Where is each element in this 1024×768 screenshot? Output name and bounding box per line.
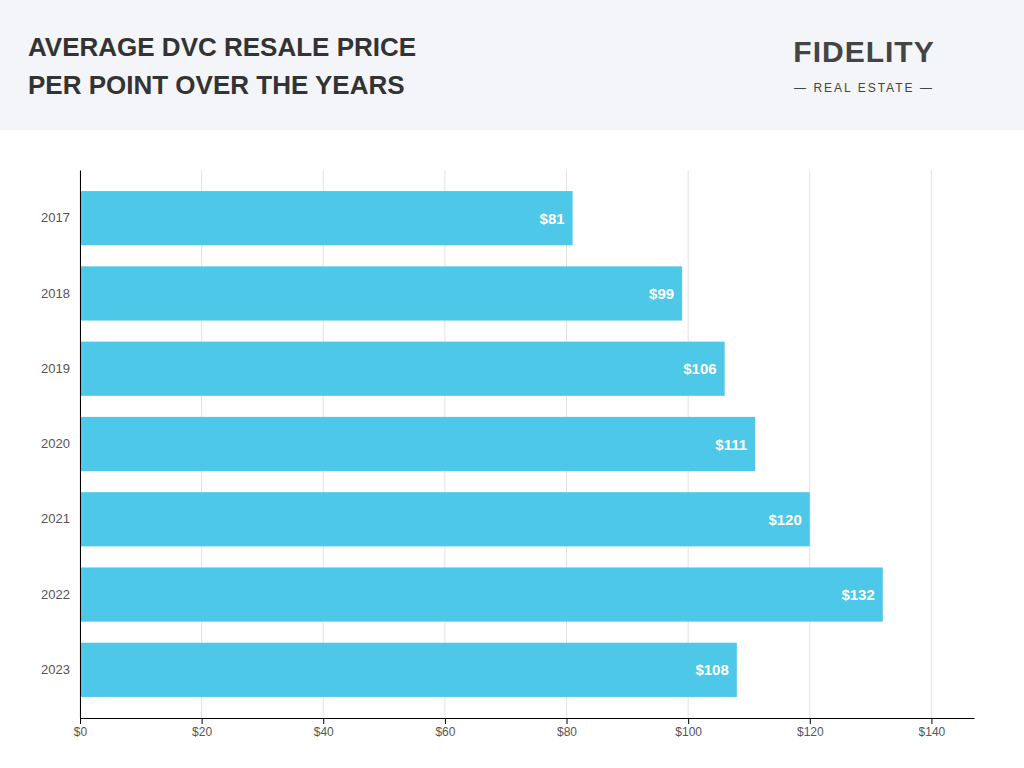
tick-mark: [567, 718, 568, 724]
tick-mark: [202, 718, 203, 724]
category-axis-line: [80, 171, 81, 719]
plot: $81 $99 $106 $111 $120 $132 $108 $0 $20 $40 $60 $80…: [41, 170, 974, 739]
data-label: $81: [540, 210, 565, 227]
bar: [80, 417, 755, 471]
grid-line: [809, 170, 810, 718]
tick-label: $40: [314, 725, 334, 739]
tick-label: $80: [557, 725, 577, 739]
tick: $140: [919, 718, 946, 739]
tick-label: 2022: [41, 587, 70, 602]
tick-label: 2018: [41, 286, 70, 301]
annotation: — REAL ESTATE —: [794, 81, 934, 95]
tick-label: $0: [74, 725, 88, 739]
data-label: $120: [768, 511, 801, 528]
tick-label: $100: [675, 725, 702, 739]
tick: 2019: [41, 361, 70, 376]
tick-label: 2023: [41, 662, 70, 677]
tick: 2020: [41, 436, 70, 451]
data-label: $106: [683, 360, 716, 377]
title: AVERAGE DVC RESALE PRICE: [28, 32, 416, 62]
tick-label: $140: [919, 725, 946, 739]
chart: AVERAGE DVC RESALE PRICE PER POINT OVER T…: [0, 0, 1024, 768]
tick: 2023: [41, 662, 70, 677]
bar: [80, 191, 573, 245]
tick: $40: [314, 718, 334, 739]
tick: 2021: [41, 511, 70, 526]
bar: [80, 643, 737, 697]
header-background: [0, 0, 1024, 130]
tick: $80: [557, 718, 577, 739]
tick: 2018: [41, 286, 70, 301]
tick-label: 2021: [41, 511, 70, 526]
category-axis: 2017 2018 2019 2020 2021 2022 2023: [41, 171, 80, 719]
grid-line: [80, 170, 81, 718]
tick: $0: [74, 718, 88, 739]
data-label: $99: [649, 285, 674, 302]
value-axis-line: [81, 718, 975, 719]
tick-label: $60: [435, 725, 455, 739]
tick: $120: [797, 718, 824, 739]
tick-mark: [323, 718, 324, 724]
tick-label: 2017: [41, 210, 70, 225]
subtitle: PER POINT OVER THE YEARS: [28, 70, 405, 100]
annotation: FIDELITY: [793, 35, 934, 68]
value-axis: $0 $20 $40 $60 $80 $100 $120 $140: [74, 718, 975, 739]
bar: [80, 266, 682, 320]
tick: $20: [192, 718, 212, 739]
data-labels: $81 $99 $106 $111 $120 $132 $108: [540, 210, 875, 679]
grid: [80, 170, 931, 718]
tick: 2022: [41, 587, 70, 602]
tick: $60: [435, 718, 455, 739]
tick: 2017: [41, 210, 70, 225]
data-label: $132: [841, 586, 874, 603]
tick: $100: [675, 718, 702, 739]
tick-label: 2019: [41, 361, 70, 376]
tick-mark: [688, 718, 689, 724]
tick-label: $120: [797, 725, 824, 739]
tick-mark: [445, 718, 446, 724]
tick-label: 2020: [41, 436, 70, 451]
tick-mark: [80, 718, 81, 724]
tick-label: $20: [192, 725, 212, 739]
tick-mark: [931, 718, 932, 724]
bar: [80, 492, 810, 546]
tick-mark: [810, 718, 811, 724]
data-label: $111: [715, 436, 747, 453]
bars: [80, 191, 883, 697]
data-label: $108: [695, 661, 728, 678]
grid-line: [931, 170, 932, 718]
bar: [80, 342, 725, 396]
bar: [80, 567, 883, 621]
